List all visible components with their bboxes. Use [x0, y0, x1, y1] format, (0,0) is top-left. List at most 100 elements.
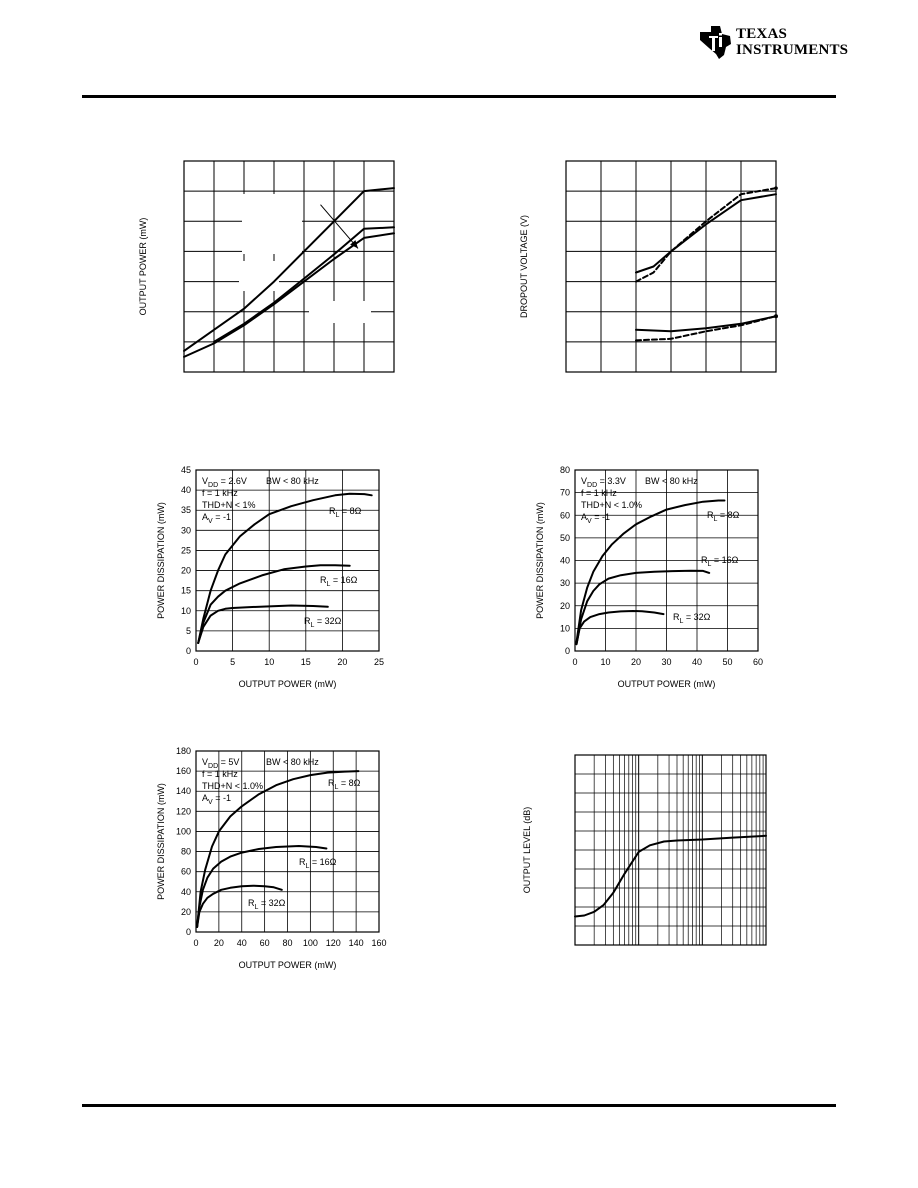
y-tick-label: 45: [181, 465, 191, 475]
series-end-marker: [774, 186, 778, 190]
series-label-subscript: L: [255, 904, 259, 911]
y-tick-label: 40: [181, 887, 191, 897]
series-label-symbol: R: [328, 778, 335, 788]
series-line-2: [635, 187, 777, 283]
condition-gain-value: = -1: [592, 512, 610, 522]
plot-frame: [574, 469, 759, 652]
x-tick-label: 25: [374, 657, 384, 667]
ti-logo-icon: [700, 26, 731, 59]
y-tick-label: 0: [565, 646, 570, 656]
annotation-arrow: [320, 204, 359, 249]
y-tick-label: 0: [186, 927, 191, 937]
series-line-1: [196, 770, 360, 928]
x-tick-label: 30: [661, 657, 671, 667]
y-tick-label: 20: [181, 566, 191, 576]
condition-frequency: f = 1 kHz: [202, 769, 238, 779]
annotation-arrowhead: [350, 240, 358, 249]
series-label-subscript: L: [336, 512, 340, 519]
y-tick-label: 20: [181, 907, 191, 917]
series-label-symbol: R: [320, 575, 327, 585]
condition-bandwidth: BW < 80 kHz: [266, 476, 319, 486]
series-line-3: [197, 604, 329, 644]
condition-thd: THD+N < 1%: [202, 500, 256, 510]
series-label-value: = 16Ω: [330, 575, 357, 585]
y-tick-label: 30: [560, 578, 570, 588]
x-tick-label: 100: [303, 938, 318, 948]
condition-supply: VDD = 2.6V: [202, 476, 247, 489]
series-label-value: = 8Ω: [339, 506, 361, 516]
series-label-subscript: L: [680, 618, 684, 625]
x-tick-label: 40: [692, 657, 702, 667]
y-tick-label: 40: [181, 485, 191, 495]
series-line-1: [635, 193, 777, 274]
y-axis-label: POWER DISSIPATION (mW): [535, 502, 545, 619]
condition-gain-subscript: V: [587, 518, 592, 525]
y-tick-label: 180: [176, 746, 191, 756]
series-label-subscript: L: [714, 516, 718, 523]
series-label-symbol: R: [707, 510, 714, 520]
condition-thd: THD+N < 1.0%: [581, 500, 642, 510]
condition-gain: AV = -1: [202, 793, 231, 806]
x-tick-label: 0: [193, 938, 198, 948]
x-tick-label: 0: [193, 657, 198, 667]
x-tick-label: 50: [722, 657, 732, 667]
y-tick-label: 25: [181, 545, 191, 555]
series-label-subscript: L: [327, 581, 331, 588]
x-tick-label: 20: [337, 657, 347, 667]
legend-blank-area: [309, 301, 371, 323]
condition-bandwidth: BW < 80 kHz: [266, 757, 319, 767]
y-tick-label: 30: [181, 525, 191, 535]
condition-supply-symbol: V: [202, 757, 208, 767]
series-line-3: [183, 232, 395, 358]
y-tick-label: 60: [181, 867, 191, 877]
footer-rule: [82, 1104, 836, 1107]
y-axis-label: POWER DISSIPATION (mW): [156, 502, 166, 619]
series-label: RL = 32Ω: [673, 612, 711, 625]
condition-frequency: f = 1 kHz: [581, 488, 617, 498]
x-tick-label: 80: [282, 938, 292, 948]
series-label-symbol: R: [329, 506, 336, 516]
series-label-symbol: R: [299, 857, 306, 867]
y-tick-label: 10: [560, 623, 570, 633]
series-line-1: [574, 834, 767, 918]
condition-thd: THD+N < 1.0%: [202, 781, 263, 791]
plot-frame: [195, 469, 380, 652]
series-label: RL = 8Ω: [707, 510, 740, 523]
y-tick-label: 15: [181, 586, 191, 596]
y-tick-label: 80: [181, 847, 191, 857]
series-line-2: [196, 845, 328, 928]
plot-frame: [183, 160, 395, 373]
condition-supply-symbol: V: [581, 476, 587, 486]
series-label: RL = 8Ω: [328, 778, 361, 791]
condition-gain-symbol: A: [202, 512, 208, 522]
series-line-2: [575, 569, 711, 646]
plot-frame: [195, 750, 380, 933]
y-axis-label: OUTPUT LEVEL (dB): [522, 807, 532, 894]
y-tick-label: 40: [560, 556, 570, 566]
series-line-2: [213, 226, 395, 343]
y-axis-label: DROPOUT VOLTAGE (V): [519, 215, 529, 318]
series-label-value: = 8Ω: [717, 510, 739, 520]
condition-supply: VDD = 5V: [202, 757, 239, 770]
series-label: RL = 8Ω: [329, 506, 362, 519]
x-tick-label: 15: [301, 657, 311, 667]
condition-supply-subscript: DD: [208, 482, 218, 489]
x-tick-label: 0: [572, 657, 577, 667]
condition-bandwidth: BW < 80 kHz: [645, 476, 698, 486]
x-tick-label: 160: [371, 938, 386, 948]
series-line-1: [197, 492, 373, 644]
series-label-symbol: R: [673, 612, 680, 622]
y-tick-label: 100: [176, 826, 191, 836]
y-tick-label: 160: [176, 766, 191, 776]
condition-gain-subscript: V: [208, 518, 213, 525]
series-label-value: = 8Ω: [338, 778, 360, 788]
series-label: RL = 32Ω: [304, 616, 342, 629]
condition-supply-subscript: DD: [208, 763, 218, 770]
series-line-2: [197, 564, 351, 644]
y-tick-label: 80: [560, 465, 570, 475]
condition-supply-symbol: V: [202, 476, 208, 486]
condition-frequency: f = 1 kHz: [202, 488, 238, 498]
condition-gain-symbol: A: [202, 793, 208, 803]
x-axis-label: OUTPUT POWER (mW): [239, 960, 337, 970]
series-line-3: [575, 610, 665, 646]
